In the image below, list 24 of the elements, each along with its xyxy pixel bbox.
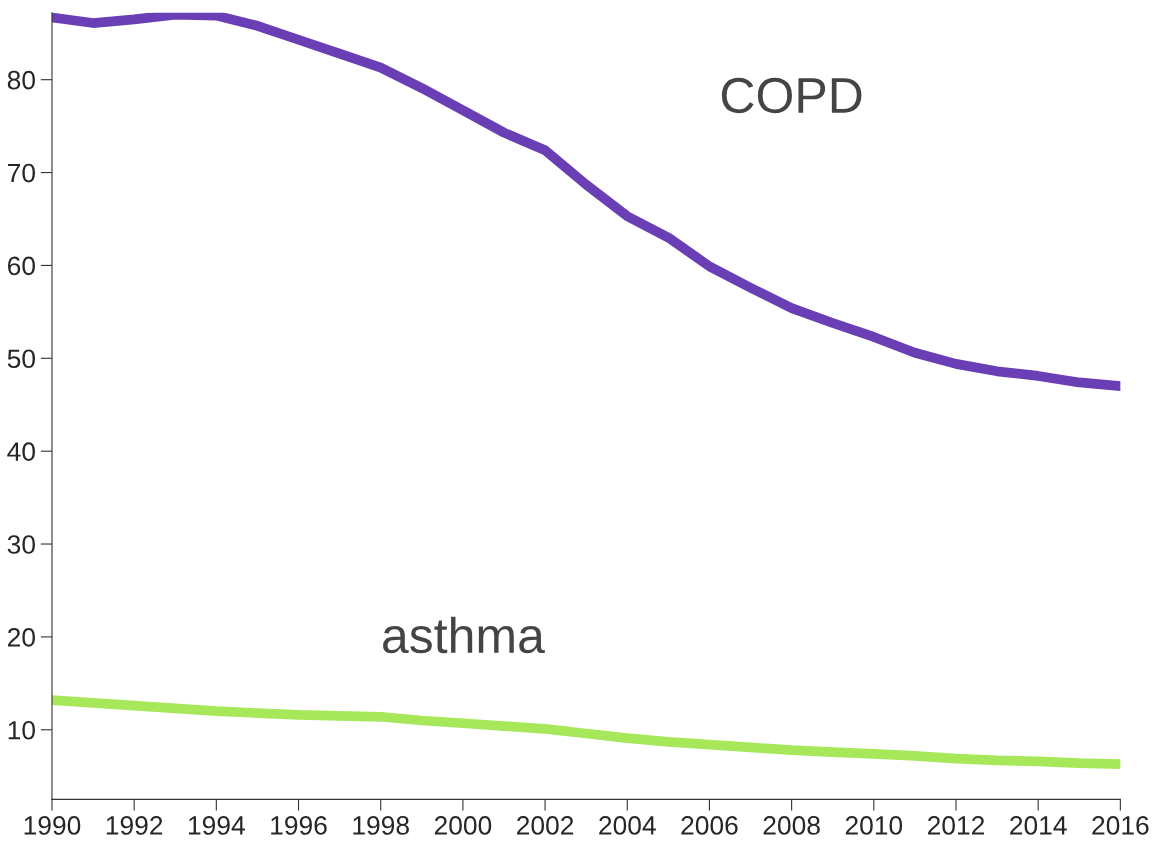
x-tick-label: 1990 — [24, 816, 81, 835]
x-tick-label: 2006 — [681, 816, 738, 835]
y-tick-label: 80 — [7, 70, 35, 90]
x-tick-label: 1992 — [106, 816, 163, 835]
x-tick-label: 2004 — [599, 816, 656, 835]
y-tick-label: 70 — [8, 163, 35, 183]
y-tick-label: 40 — [7, 442, 35, 461]
x-tick-label: 1998 — [353, 816, 409, 835]
y-tick-label: 60 — [7, 256, 35, 276]
y-tick-label: 10 — [8, 720, 35, 740]
x-tick-label: 2012 — [927, 816, 985, 835]
x-tick-label: 2014 — [1010, 816, 1067, 835]
x-tick-label: 2008 — [763, 816, 820, 835]
y-tick-label: 50 — [7, 349, 35, 369]
y-tick-label: 30 — [7, 535, 35, 554]
x-tick-label: 2010 — [845, 816, 903, 835]
y-tick-label: 20 — [7, 628, 35, 647]
x-tick-label: 2002 — [517, 816, 574, 835]
x-tick-label: 2016 — [1092, 816, 1149, 835]
series-label: asthma — [383, 616, 545, 654]
text: COPD — [721, 77, 862, 114]
x-tick-label: 2000 — [434, 816, 492, 835]
x-tick-label: 1994 — [189, 816, 245, 835]
x-tick-label: 1996 — [271, 816, 327, 835]
